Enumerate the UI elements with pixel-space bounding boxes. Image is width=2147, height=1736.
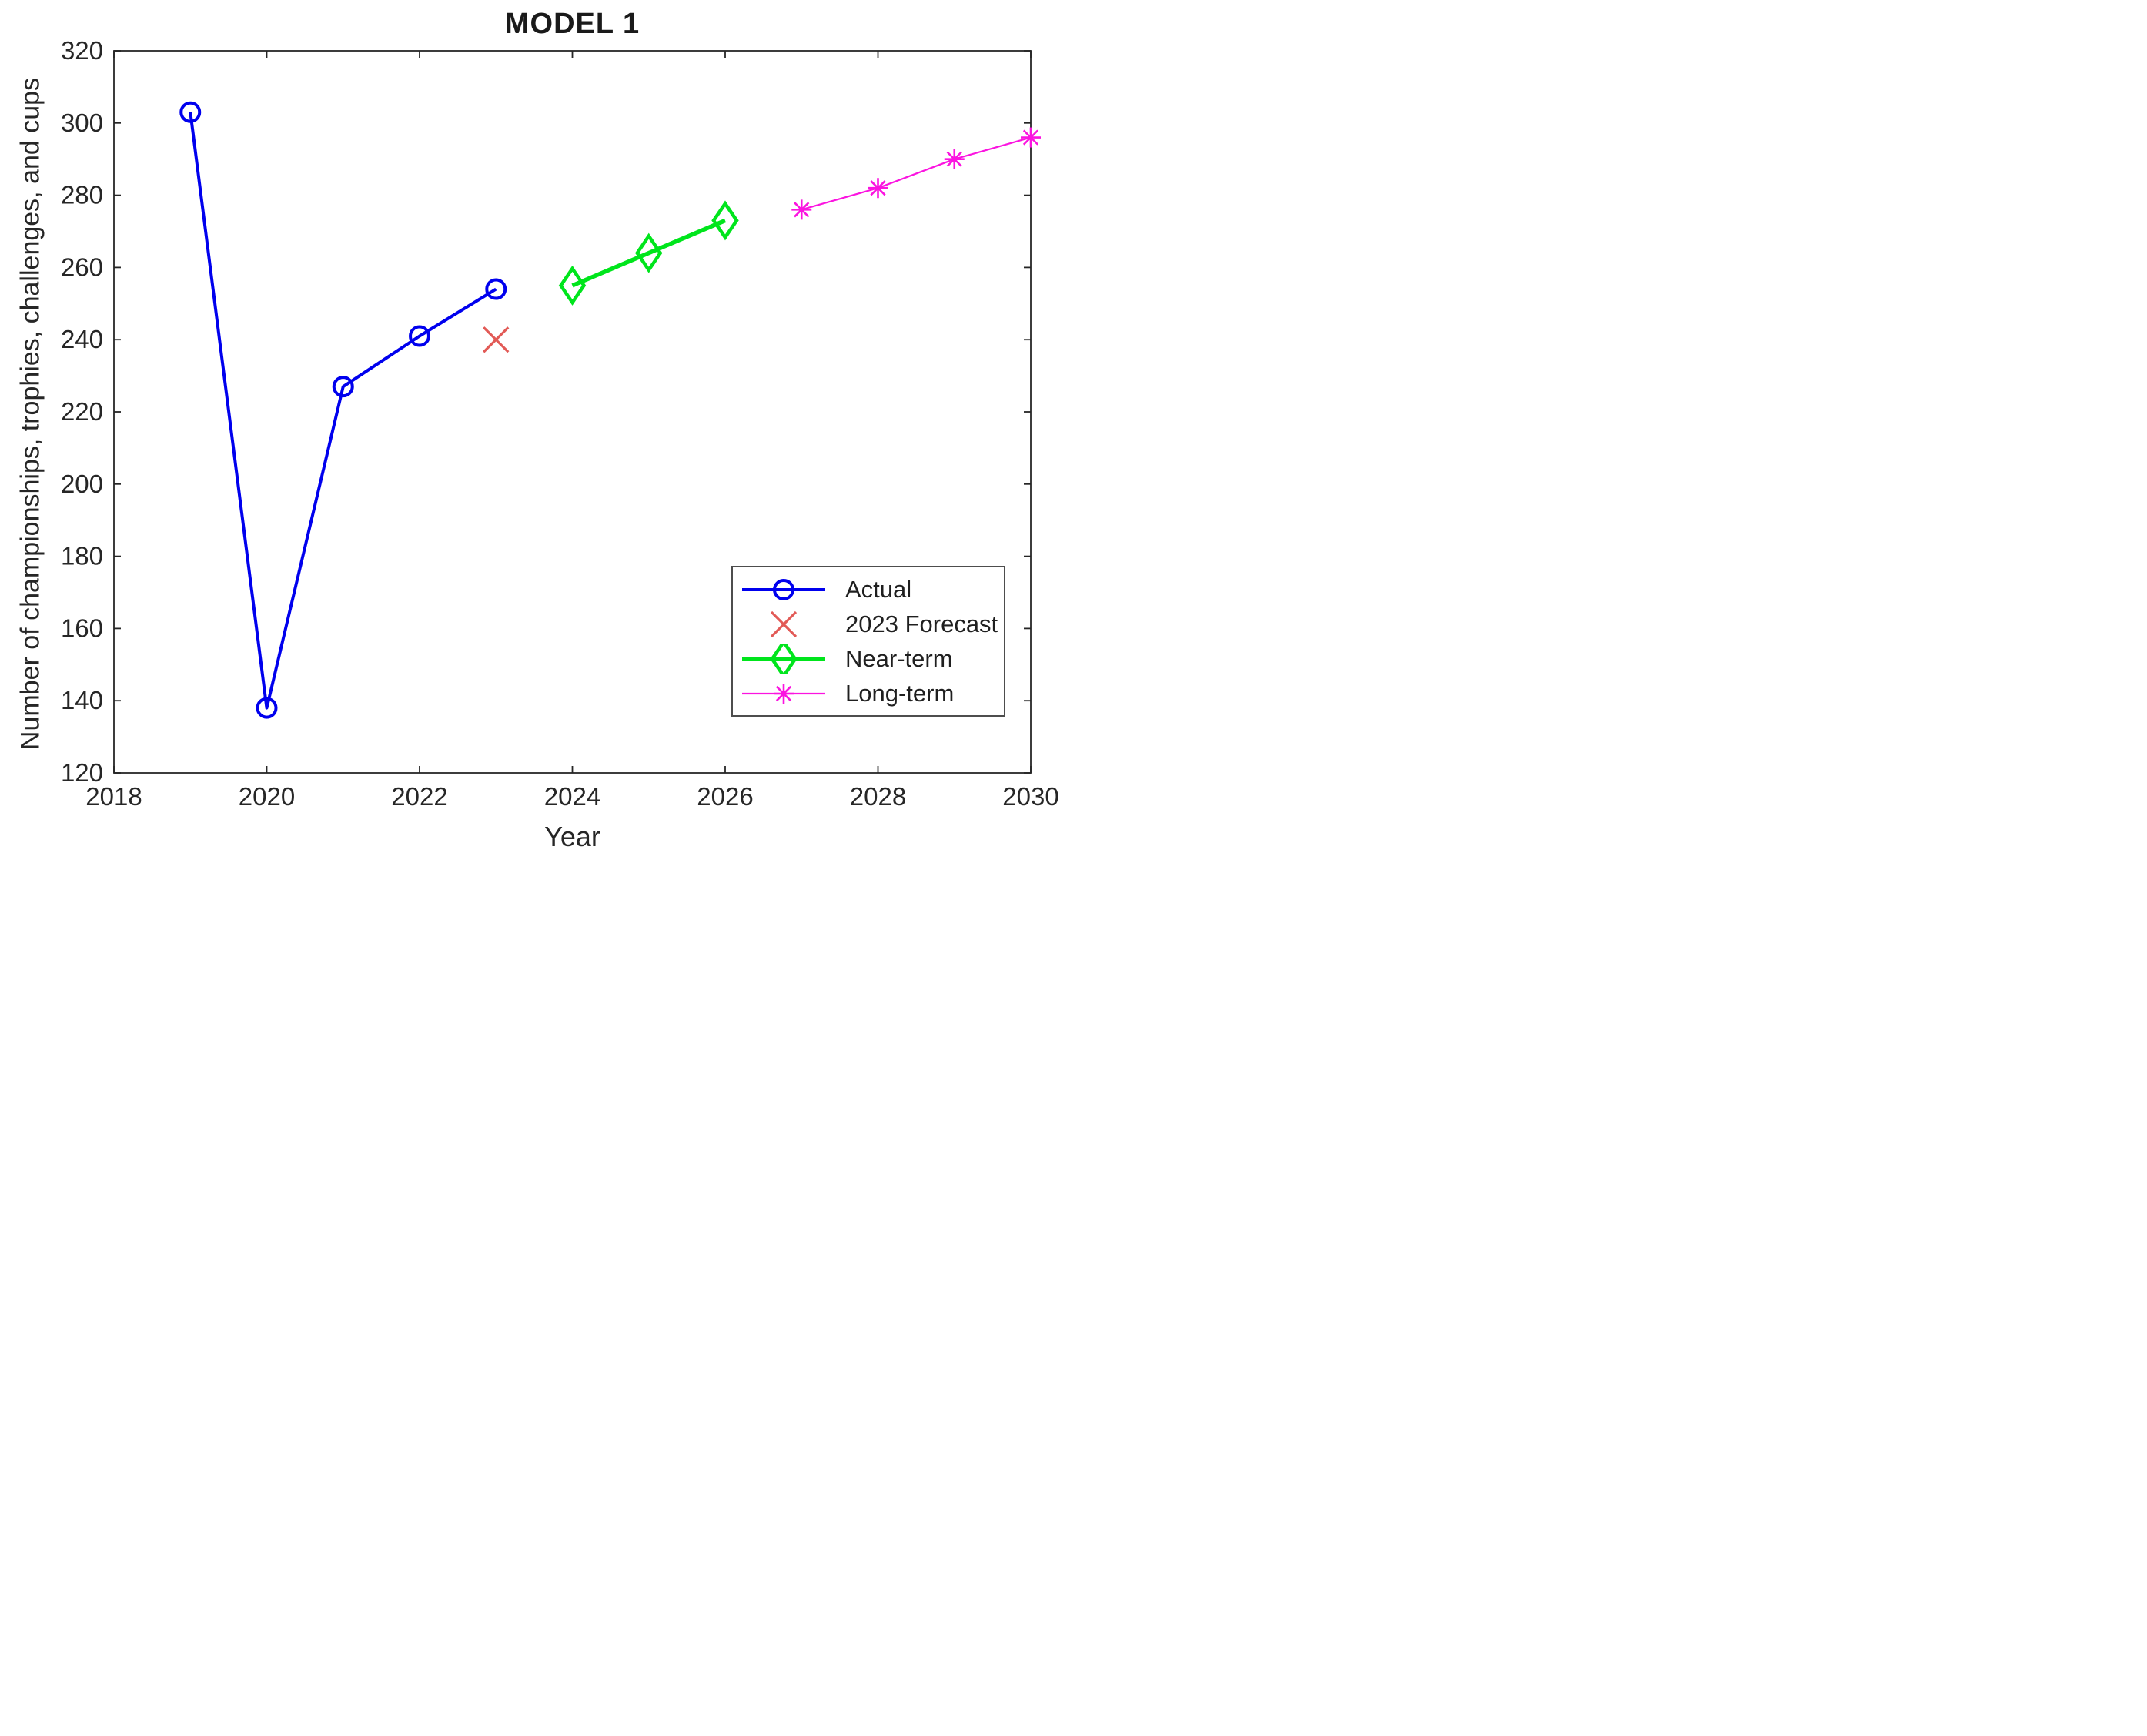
- diamond-marker: [711, 200, 739, 241]
- legend-sample-diamond: [742, 643, 825, 674]
- x-tick-label: 2018: [85, 782, 142, 811]
- diamond-marker: [635, 232, 663, 273]
- series-line: [801, 136, 1032, 211]
- asterisk-marker: [791, 199, 812, 220]
- circle-marker: [773, 578, 794, 600]
- legend-sample-asterisk: [742, 683, 825, 704]
- y-tick-label: 140: [61, 686, 103, 714]
- y-tick-label: 300: [61, 109, 103, 137]
- y-tick-label: 320: [61, 36, 103, 65]
- y-tick-label: 280: [61, 181, 103, 209]
- y-tick-label: 160: [61, 614, 103, 642]
- asterisk-marker: [774, 683, 794, 704]
- series-line: [571, 218, 727, 288]
- y-tick-label: 240: [61, 325, 103, 353]
- asterisk-marker: [1021, 127, 1041, 148]
- diamond-marker: [770, 643, 798, 674]
- circle-marker: [332, 376, 354, 398]
- legend-label: Near-term: [845, 644, 953, 672]
- legend-label: 2023 Forecast: [845, 610, 998, 637]
- y-tick-label: 180: [61, 542, 103, 570]
- x-axis-ticks: 2018 2020 2022 2024 2026 2028 2030: [85, 51, 1059, 811]
- series-actual: [179, 101, 507, 719]
- circle-marker: [409, 325, 430, 347]
- asterisk-marker: [944, 149, 965, 169]
- legend-row-actual: Actual: [741, 574, 1004, 606]
- y-tick-label: 260: [61, 253, 103, 281]
- x-marker: [483, 326, 510, 353]
- y-tick-label: 200: [61, 470, 103, 498]
- x-tick-label: 2024: [544, 782, 600, 811]
- x-axis-label: Year: [544, 821, 600, 852]
- x-tick-label: 2030: [1002, 782, 1058, 811]
- legend-label: Long-term: [845, 679, 955, 707]
- legend-label: Actual: [845, 575, 912, 603]
- circle-marker: [256, 697, 278, 719]
- x-marker: [770, 610, 798, 637]
- asterisk-marker: [868, 178, 888, 199]
- x-tick-label: 2028: [850, 782, 906, 811]
- y-tick-label: 220: [61, 397, 103, 426]
- chart-svg: 2018 2020 2022 2024 2026 2028 2030 120 140 160 180…: [61, 36, 1059, 811]
- y-tick-label: 120: [61, 758, 103, 787]
- y-axis-label: Number of championships, trophies, chall…: [15, 77, 45, 751]
- legend-row-near-term: Near-term: [741, 643, 1004, 675]
- legend-sample-x: [770, 610, 798, 637]
- circle-marker: [485, 278, 507, 300]
- series-long-term: [791, 127, 1041, 220]
- legend: Actual 2023 Forecast Near-term Long-term: [731, 566, 1005, 717]
- series-2023-forecast: [483, 326, 510, 353]
- legend-row-long-term: Long-term: [741, 677, 1004, 710]
- series-near-term: [558, 200, 739, 306]
- x-tick-label: 2022: [391, 782, 447, 811]
- x-tick-label: 2026: [697, 782, 753, 811]
- chart-title: MODEL 1: [504, 8, 640, 40]
- series-line: [189, 112, 497, 710]
- legend-sample-circle: [742, 578, 825, 600]
- figure: MODEL 1 2018 2020 2022 2024 2026 2028 2030 120 1…: [0, 0, 1073, 868]
- circle-marker: [179, 101, 202, 123]
- legend-row-2023-forecast: 2023 Forecast: [741, 608, 1004, 641]
- x-tick-label: 2020: [239, 782, 295, 811]
- diamond-marker: [558, 265, 587, 306]
- y-axis-ticks: 120 140 160 180 200 220 240 260 280 300 320: [61, 36, 1031, 787]
